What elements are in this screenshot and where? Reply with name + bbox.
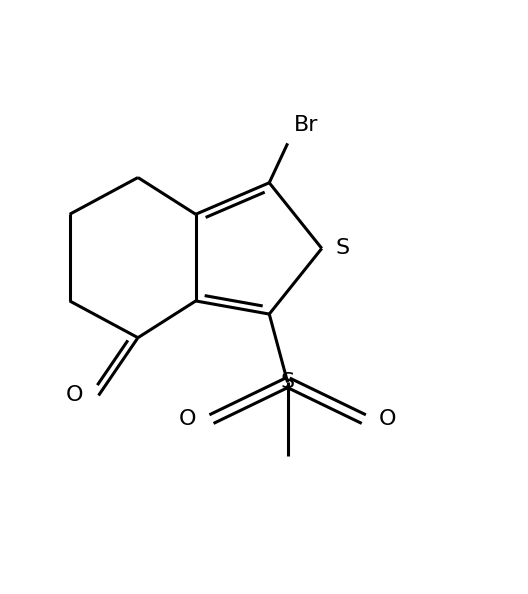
Text: O: O [379, 409, 396, 429]
Text: S: S [280, 372, 295, 393]
Text: Br: Br [294, 115, 318, 135]
Text: S: S [336, 238, 350, 258]
Text: O: O [66, 386, 83, 406]
Text: O: O [179, 409, 196, 429]
